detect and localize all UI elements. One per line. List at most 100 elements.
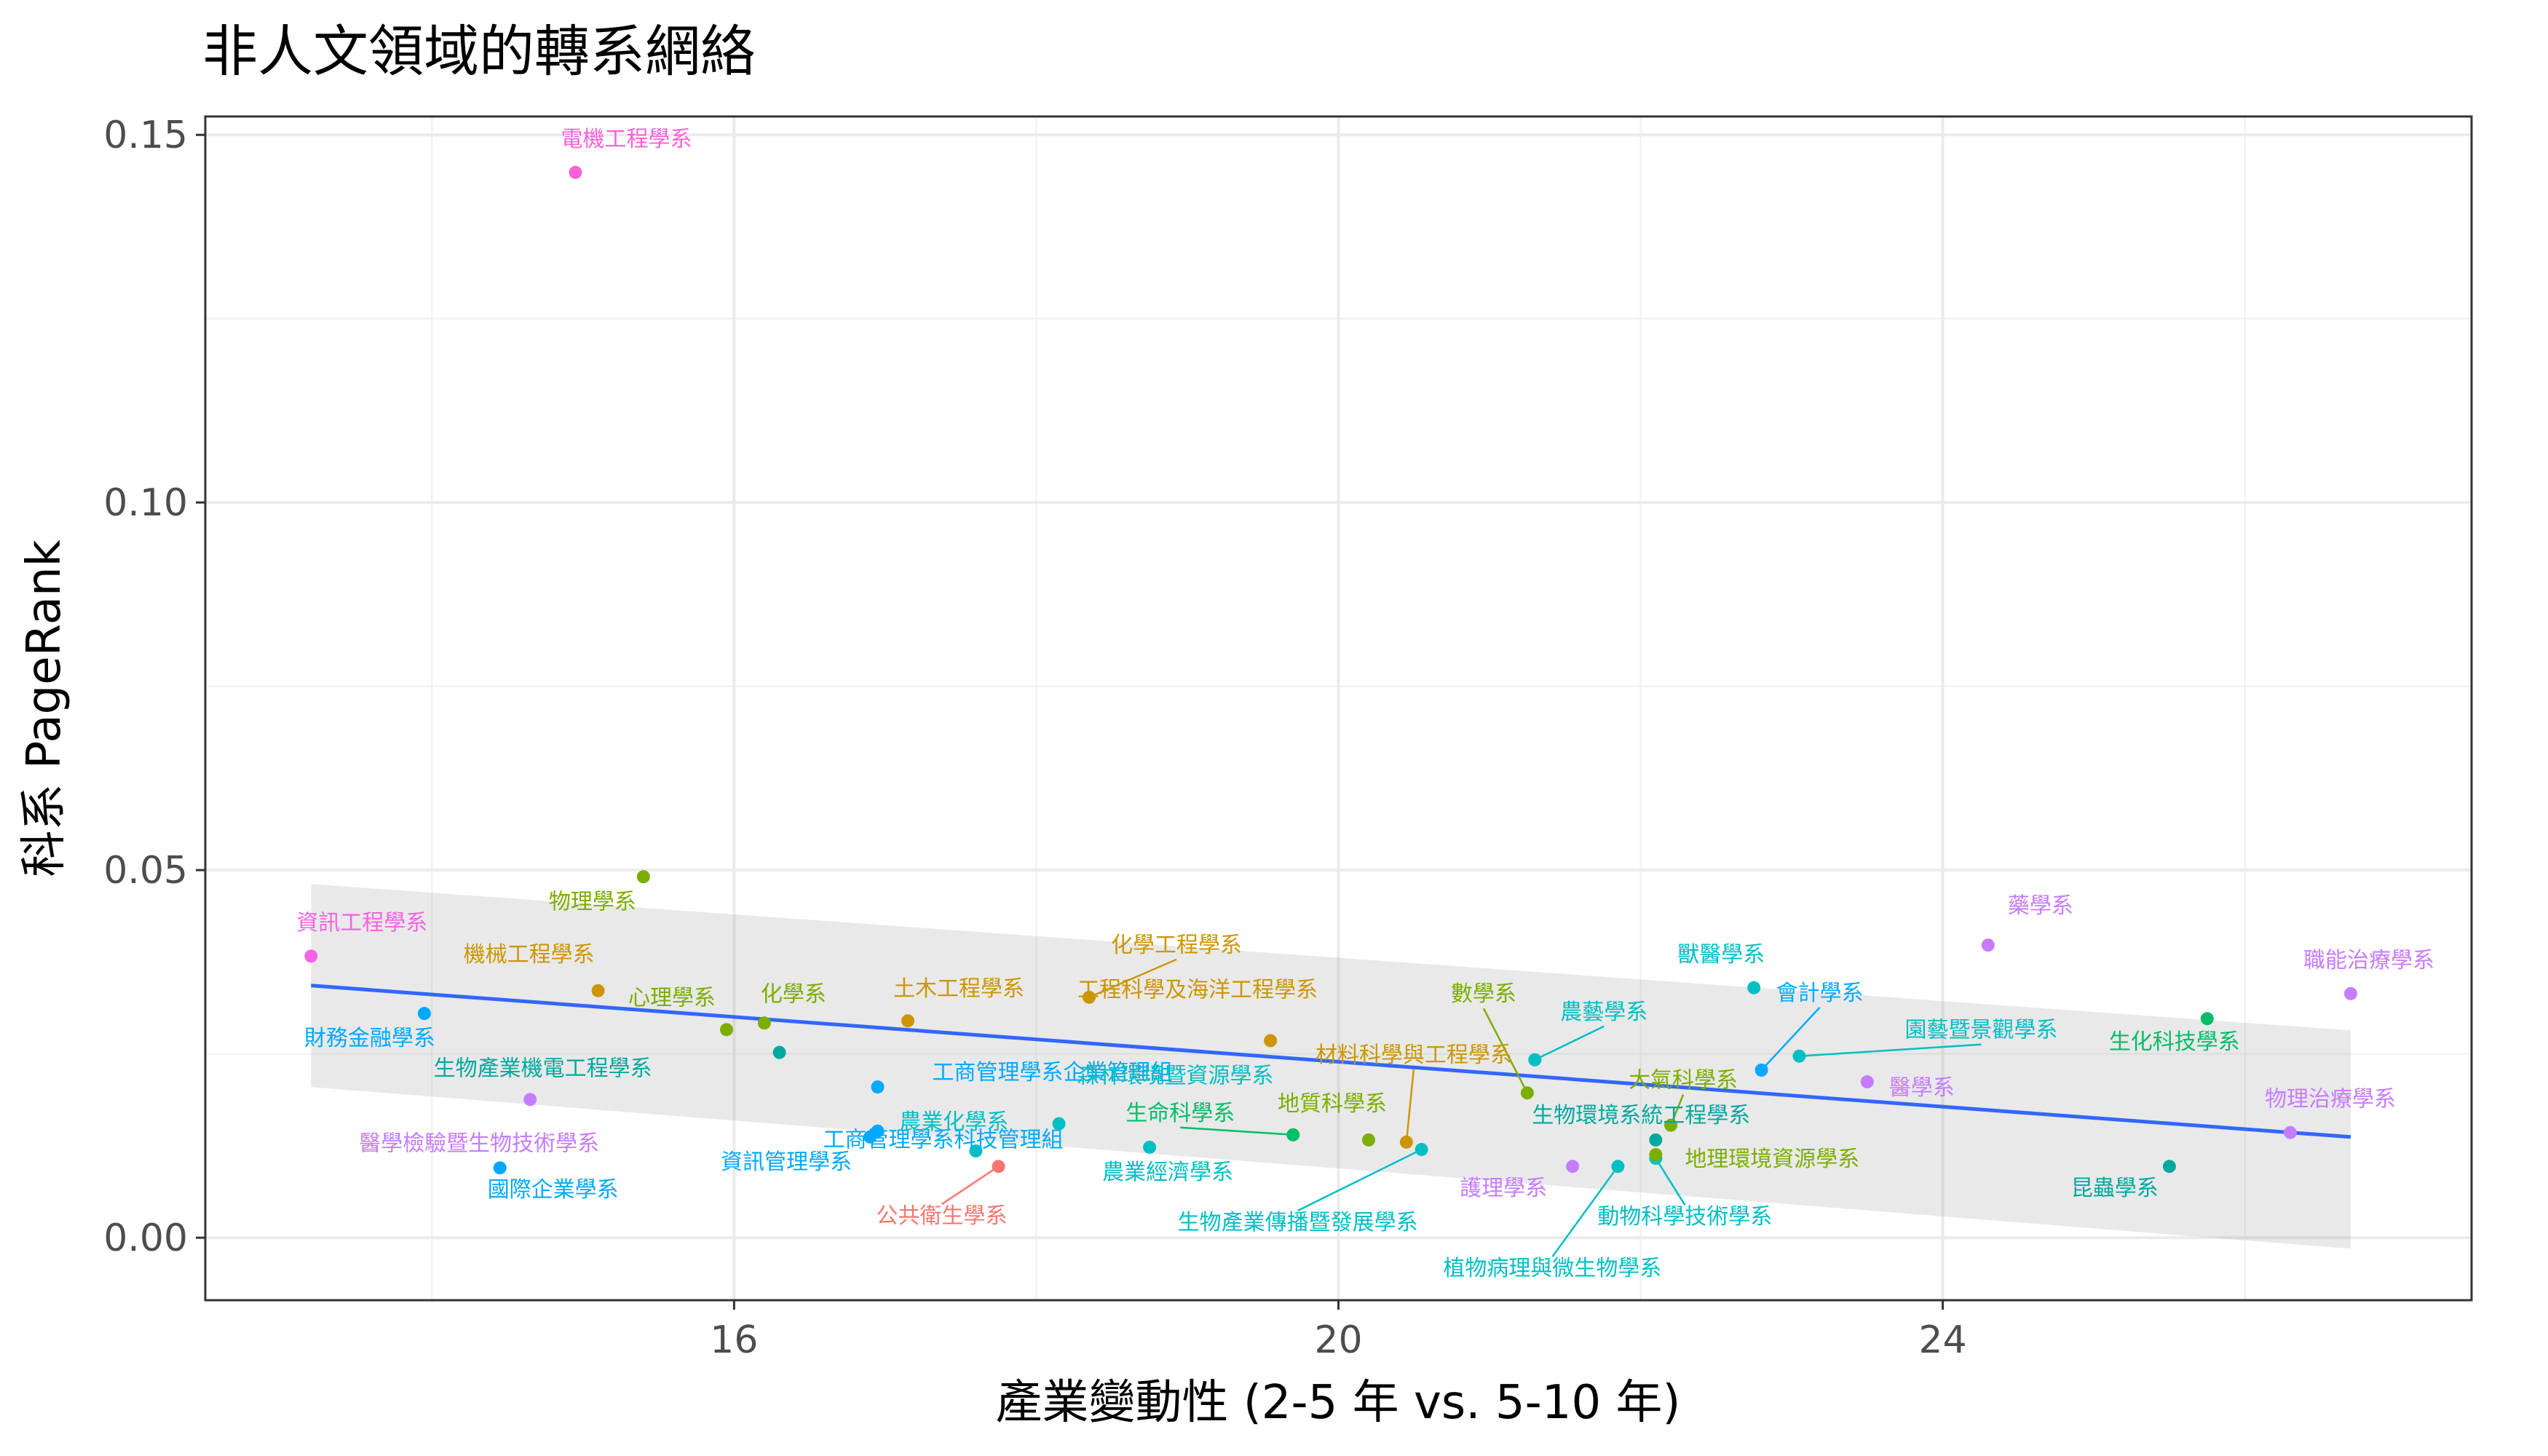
trend-line-group [311, 984, 2351, 1139]
major-gridlines [205, 116, 2472, 1300]
data-point [1566, 1160, 1580, 1174]
label-leader [1088, 958, 1177, 999]
data-point [1611, 1160, 1625, 1174]
x-axis-title: 產業變動性 (2-5 年 vs. 5-10 年) [996, 1376, 1681, 1430]
label-leader [1405, 1069, 1415, 1142]
point-label: 農業化學系 [899, 1109, 1008, 1135]
point-label: 心理學系 [628, 985, 716, 1010]
point-label: 資訊管理學系 [721, 1150, 852, 1175]
point-label: 工商管理學系企業管理組 [933, 1060, 1173, 1085]
point-label: 電機工程學系 [561, 127, 692, 152]
data-point [1362, 1133, 1376, 1147]
point-label: 資訊工程學系 [296, 910, 427, 935]
x-axis-ticks: 16 20 24 [710, 1300, 1967, 1362]
point-label: 會計學系 [1776, 981, 1864, 1006]
point-label: 生物產業傳播暨發展學系 [1178, 1210, 1418, 1235]
point-label: 職能治療學系 [2303, 948, 2434, 973]
data-point [863, 1130, 877, 1144]
point-label: 物理學系 [549, 889, 636, 914]
data-point [2162, 1160, 2176, 1174]
data-point [871, 1080, 885, 1094]
label-leader [1180, 1126, 1294, 1136]
trend-line [311, 984, 2351, 1139]
point-label: 財務金融學系 [304, 1026, 435, 1051]
data-point [1754, 1063, 1768, 1077]
point-label: 生物環境系統工程學系 [1532, 1103, 1750, 1128]
point-label: 農藝學系 [1560, 1000, 1647, 1025]
point-label: 地理環境資源學系 [1685, 1147, 1859, 1172]
point-label: 動物科學技術學系 [1597, 1204, 1772, 1230]
data-points [304, 165, 2357, 1175]
label-leader [1799, 1043, 1982, 1057]
data-point [1520, 1086, 1534, 1100]
label-leader [1297, 1148, 1423, 1212]
data-point [417, 1007, 431, 1021]
data-point [992, 1160, 1005, 1174]
data-point [591, 984, 605, 997]
data-point [2343, 986, 2357, 1000]
data-point [2283, 1125, 2297, 1139]
data-point [719, 1023, 733, 1037]
point-label: 機械工程學系 [464, 942, 595, 968]
data-point [523, 1093, 537, 1107]
data-point [1792, 1049, 1806, 1063]
point-label: 數學系 [1451, 981, 1516, 1007]
data-point [901, 1014, 915, 1028]
y-tick-label: 0.00 [103, 1216, 188, 1260]
data-point [304, 949, 318, 963]
point-label: 化學工程學系 [1111, 933, 1242, 958]
data-point [1052, 1117, 1066, 1131]
data-point [1981, 938, 1995, 952]
point-label: 工程科學及海洋工程學系 [1077, 977, 1318, 1002]
data-point [1747, 981, 1761, 994]
y-tick-label: 0.05 [103, 849, 188, 893]
x-tick-label: 24 [1919, 1318, 1967, 1362]
point-label: 生物產業機電工程學系 [434, 1056, 652, 1082]
data-point [1264, 1034, 1278, 1048]
data-point [1143, 1140, 1157, 1154]
point-label: 國際企業學系 [488, 1177, 619, 1203]
label-leader [1534, 1025, 1605, 1061]
data-point [636, 870, 650, 884]
data-point [1649, 1148, 1663, 1162]
point-label: 大氣科學系 [1629, 1068, 1738, 1093]
point-label: 生命科學系 [1125, 1101, 1235, 1126]
point-label: 公共衛生學系 [877, 1203, 1008, 1229]
label-leader [1482, 1008, 1529, 1093]
confidence-band [311, 884, 2351, 1249]
data-point [1649, 1133, 1663, 1147]
point-label: 園藝暨景觀學系 [1904, 1018, 2057, 1043]
data-point [772, 1045, 786, 1059]
data-point [1415, 1142, 1428, 1156]
label-leader [1655, 1158, 1686, 1206]
point-label: 生化科技學系 [2109, 1029, 2240, 1055]
point-label: 醫學檢驗暨生物技術學系 [359, 1131, 599, 1156]
x-tick-label: 20 [1314, 1318, 1362, 1362]
data-point [1286, 1128, 1300, 1142]
data-point [569, 165, 582, 179]
data-point [969, 1144, 983, 1158]
data-point [1399, 1135, 1413, 1149]
point-label: 物理治療學系 [2265, 1087, 2396, 1112]
data-point [1860, 1075, 1874, 1089]
x-tick-label: 16 [710, 1318, 758, 1362]
point-label: 護理學系 [1460, 1176, 1547, 1201]
y-tick-label: 0.15 [103, 114, 188, 157]
point-label: 農業經濟學系 [1102, 1160, 1233, 1185]
chart-title: 非人文領域的轉系網絡 [202, 19, 756, 84]
point-label: 土木工程學系 [893, 976, 1024, 1002]
data-point [2200, 1012, 2214, 1026]
point-label: 獸醫學系 [1677, 942, 1765, 968]
point-label: 植物病理與微生物學系 [1443, 1256, 1661, 1281]
point-label: 藥學系 [2008, 893, 2073, 919]
data-point [1664, 1118, 1678, 1132]
label-leader [1551, 1166, 1619, 1257]
point-label: 昆蟲學系 [2071, 1176, 2159, 1201]
label-leader [941, 1166, 1000, 1206]
data-point [1528, 1053, 1542, 1067]
point-label: 工商管理學系科技管理組 [823, 1128, 1064, 1153]
data-point [493, 1161, 507, 1175]
label-leader [1760, 1007, 1821, 1071]
